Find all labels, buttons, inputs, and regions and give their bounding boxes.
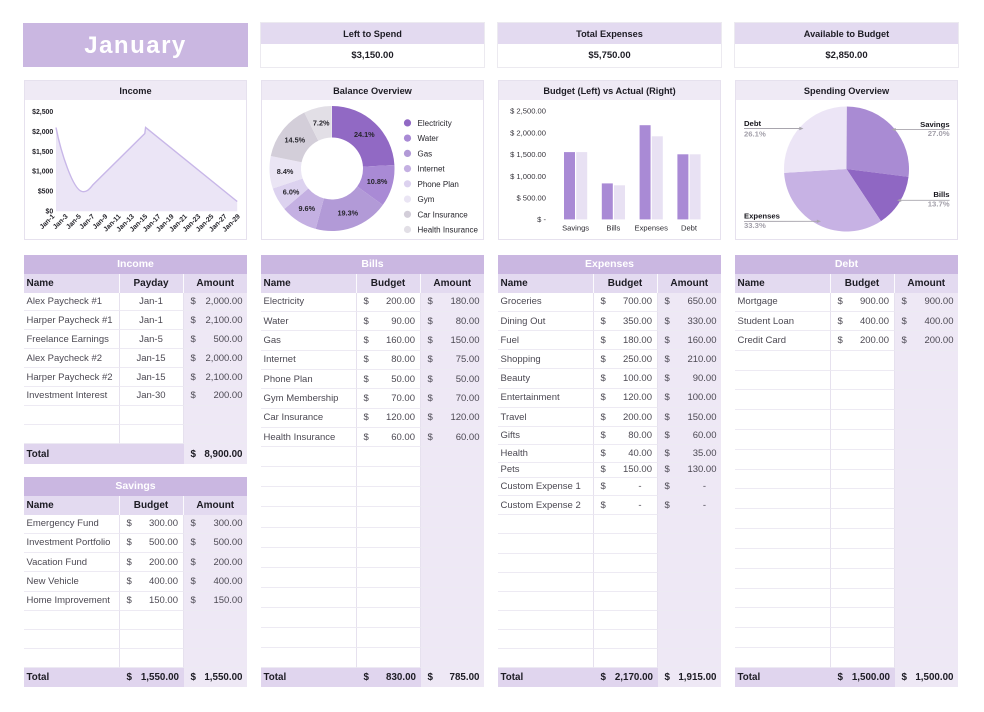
svg-text:26.1%: 26.1%	[744, 130, 766, 139]
svg-text:$2,000: $2,000	[32, 129, 53, 136]
svg-text:10.8%: 10.8%	[367, 177, 388, 186]
svg-text:7.2%: 7.2%	[313, 118, 330, 127]
svg-text:Gas: Gas	[418, 149, 433, 158]
svg-text:$ 1,500.00: $ 1,500.00	[510, 150, 546, 159]
svg-text:Electricity: Electricity	[418, 119, 452, 128]
svg-text:13.7%: 13.7%	[928, 200, 950, 209]
svg-text:Expenses: Expenses	[744, 211, 780, 220]
svg-text:$1,500: $1,500	[32, 149, 53, 156]
svg-text:Expenses: Expenses	[635, 223, 669, 232]
svg-text:14.5%: 14.5%	[284, 135, 305, 144]
svg-text:Gym: Gym	[418, 195, 435, 204]
svg-text:9.6%: 9.6%	[298, 204, 315, 213]
svg-text:6.0%: 6.0%	[283, 187, 300, 196]
svg-text:24.1%: 24.1%	[354, 130, 375, 139]
svg-text:$500: $500	[38, 189, 53, 196]
svg-text:$ 2,000.00: $ 2,000.00	[510, 128, 546, 137]
svg-text:$1,000: $1,000	[32, 169, 53, 176]
svg-text:Bills: Bills	[933, 190, 949, 199]
svg-text:27.0%: 27.0%	[928, 129, 950, 138]
svg-text:Phone Plan: Phone Plan	[418, 180, 459, 189]
svg-text:$ 1,000.00: $ 1,000.00	[510, 172, 546, 181]
svg-text:Debt: Debt	[744, 119, 762, 128]
svg-text:Bills: Bills	[606, 223, 620, 232]
svg-text:$2,500: $2,500	[32, 109, 53, 116]
svg-text:$ -: $ -	[537, 215, 546, 224]
svg-text:Debt: Debt	[681, 223, 698, 232]
svg-text:$ 2,500.00: $ 2,500.00	[510, 107, 546, 116]
svg-text:Savings: Savings	[562, 223, 589, 232]
svg-text:Water: Water	[418, 134, 439, 143]
svg-text:Car Insurance: Car Insurance	[418, 210, 469, 219]
svg-text:$0: $0	[46, 209, 54, 216]
svg-text:8.4%: 8.4%	[277, 167, 294, 176]
svg-text:33.3%: 33.3%	[744, 221, 766, 230]
svg-text:Internet: Internet	[418, 165, 446, 174]
svg-text:Health Insurance: Health Insurance	[418, 226, 479, 235]
svg-text:Savings: Savings	[920, 120, 949, 129]
svg-text:$ 500.00: $ 500.00	[516, 194, 546, 203]
svg-text:19.3%: 19.3%	[337, 208, 358, 217]
